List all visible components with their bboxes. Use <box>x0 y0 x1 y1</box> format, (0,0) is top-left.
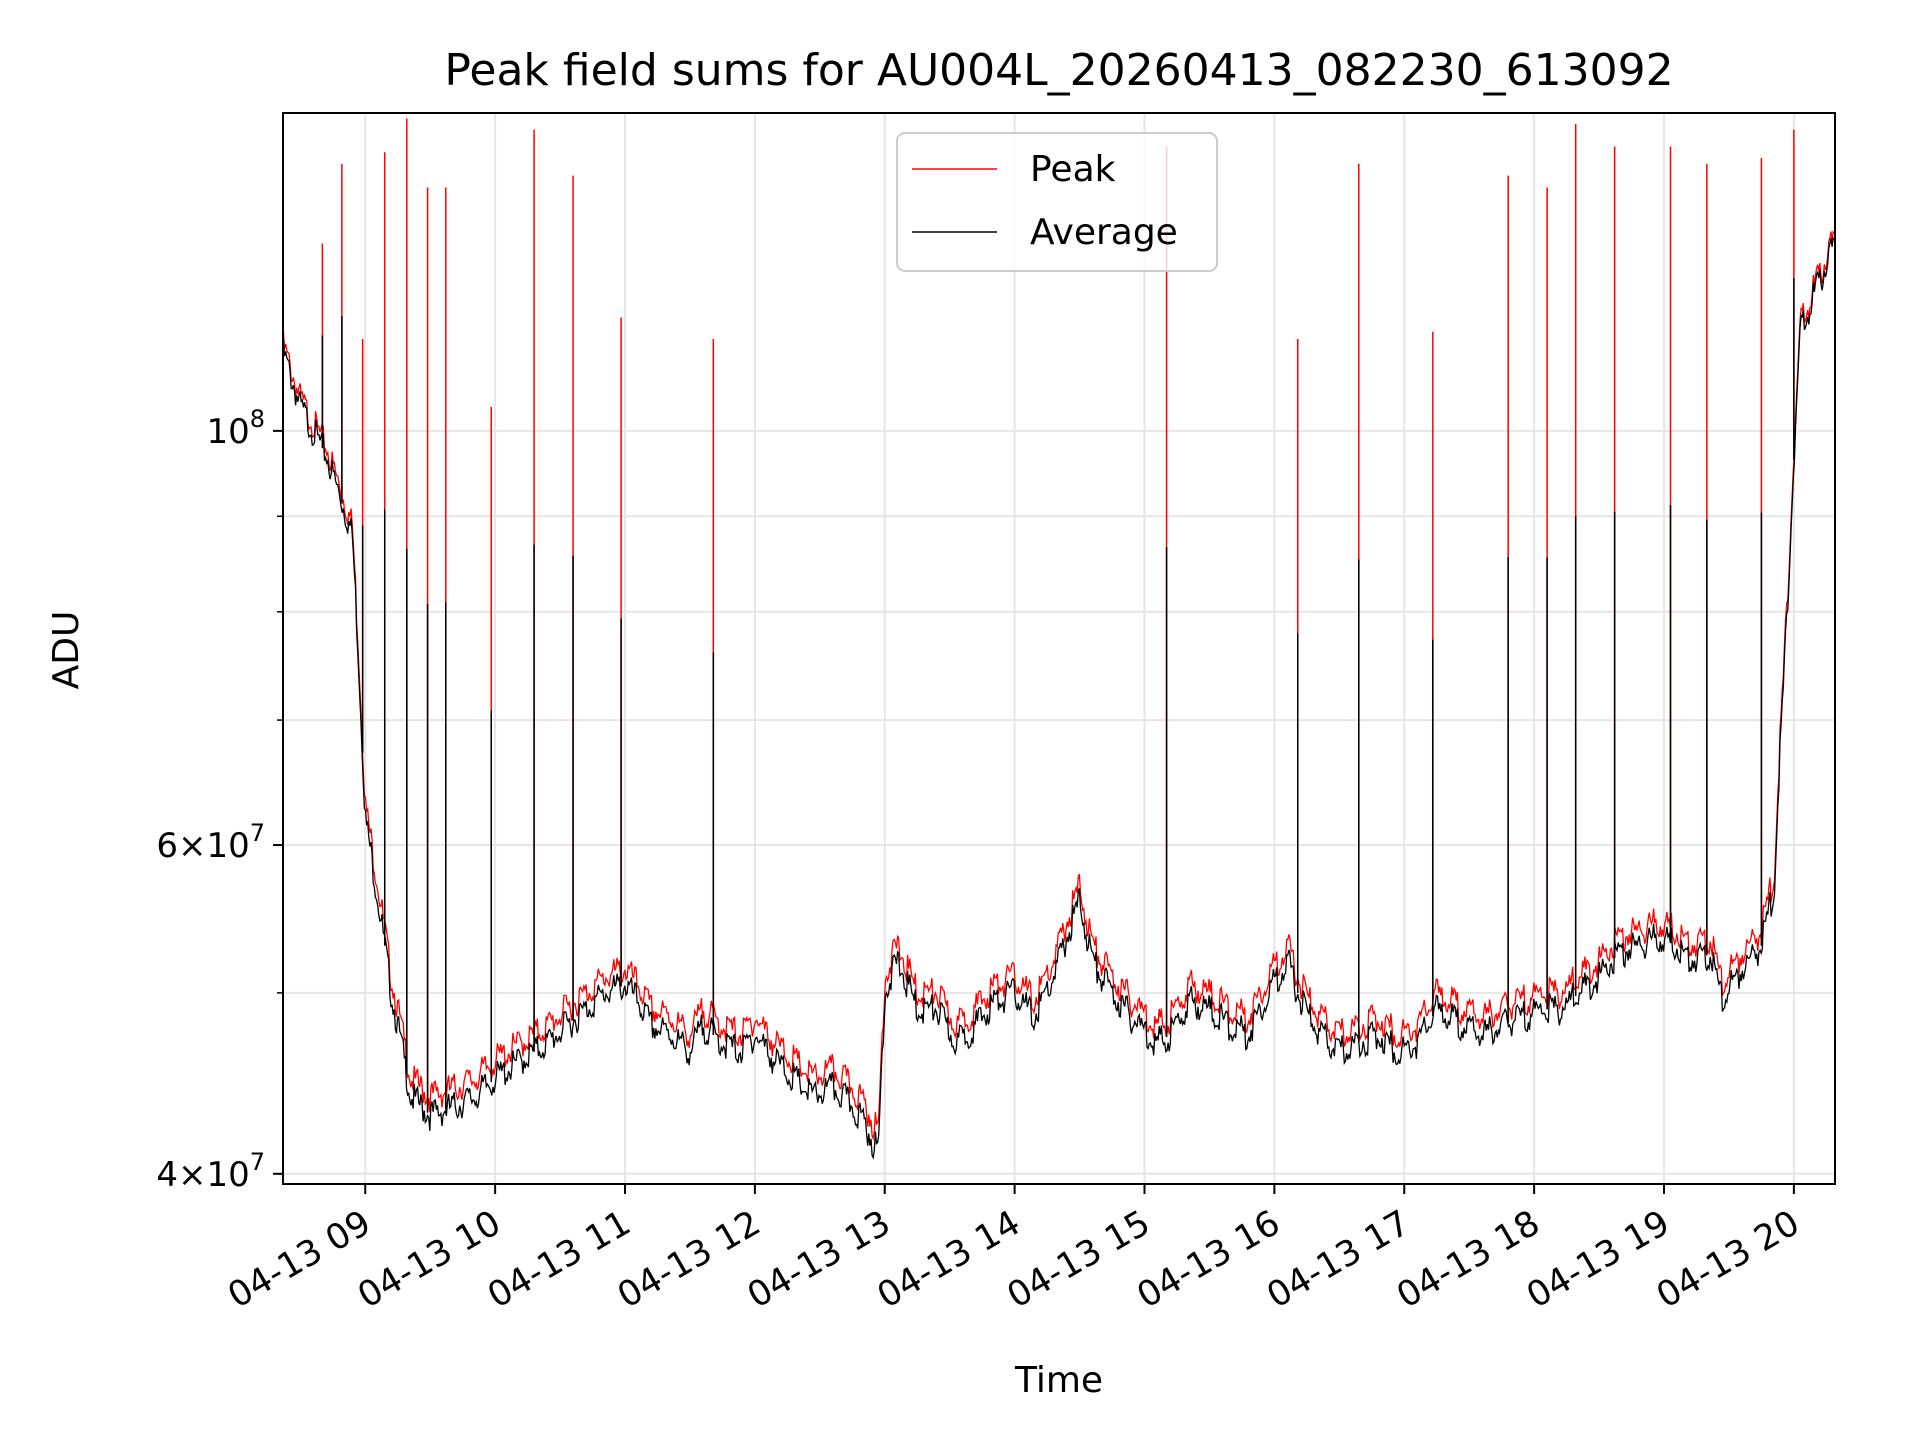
series-peak-line <box>283 230 1835 1141</box>
series-average-line <box>283 236 1835 1160</box>
y-axis: 4×107 6×107 108 <box>156 405 283 1195</box>
y-tick-label: 4×107 <box>156 1148 265 1195</box>
legend-label-peak: Peak <box>1030 149 1116 190</box>
legend: Peak Average <box>896 132 1218 272</box>
y-tick-label: 6×107 <box>156 819 265 866</box>
y-tick-label: 108 <box>206 405 265 452</box>
legend-frame <box>896 132 1218 272</box>
series-layer <box>283 118 1835 1160</box>
plot-frame <box>282 112 1836 1185</box>
x-axis-label: Time <box>1014 1360 1103 1401</box>
y-axis-label: ADU <box>46 611 87 690</box>
chart-title: Peak field sums for AU004L_20260413_0822… <box>444 45 1673 96</box>
legend-label-average: Average <box>1030 212 1178 253</box>
